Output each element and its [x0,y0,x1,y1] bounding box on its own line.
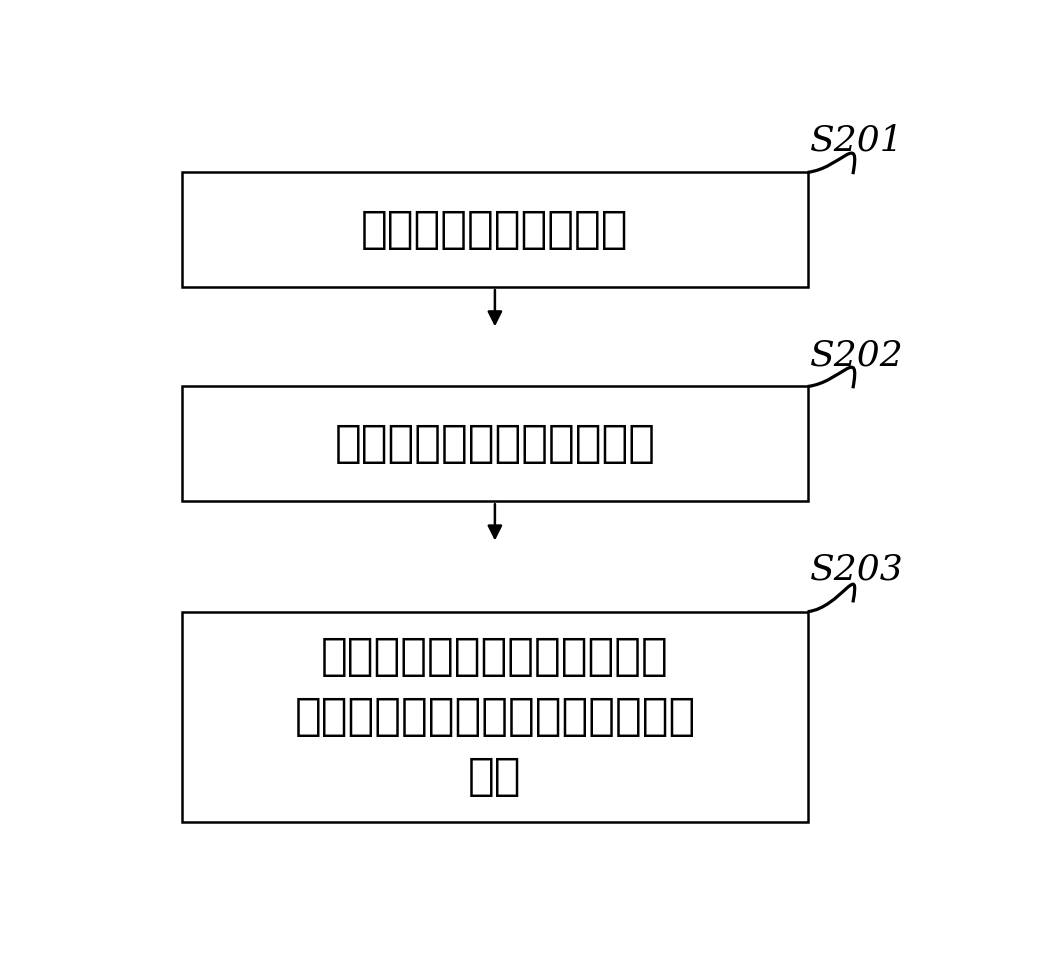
Bar [183,612,808,822]
Text: S203: S203 [810,552,904,586]
Bar [183,386,808,501]
Text: 通过调节系数对初始比例调节
因子进行调节，获取目标比例调节
因子: 通过调节系数对初始比例调节 因子进行调节，获取目标比例调节 因子 [294,636,696,799]
Text: S202: S202 [810,339,904,372]
Text: 获取初始比例调节因子: 获取初始比例调节因子 [361,208,629,251]
Text: S201: S201 [810,124,904,158]
Text: 根据踏板开度获取调节系数: 根据踏板开度获取调节系数 [335,422,655,465]
Bar [183,173,808,287]
